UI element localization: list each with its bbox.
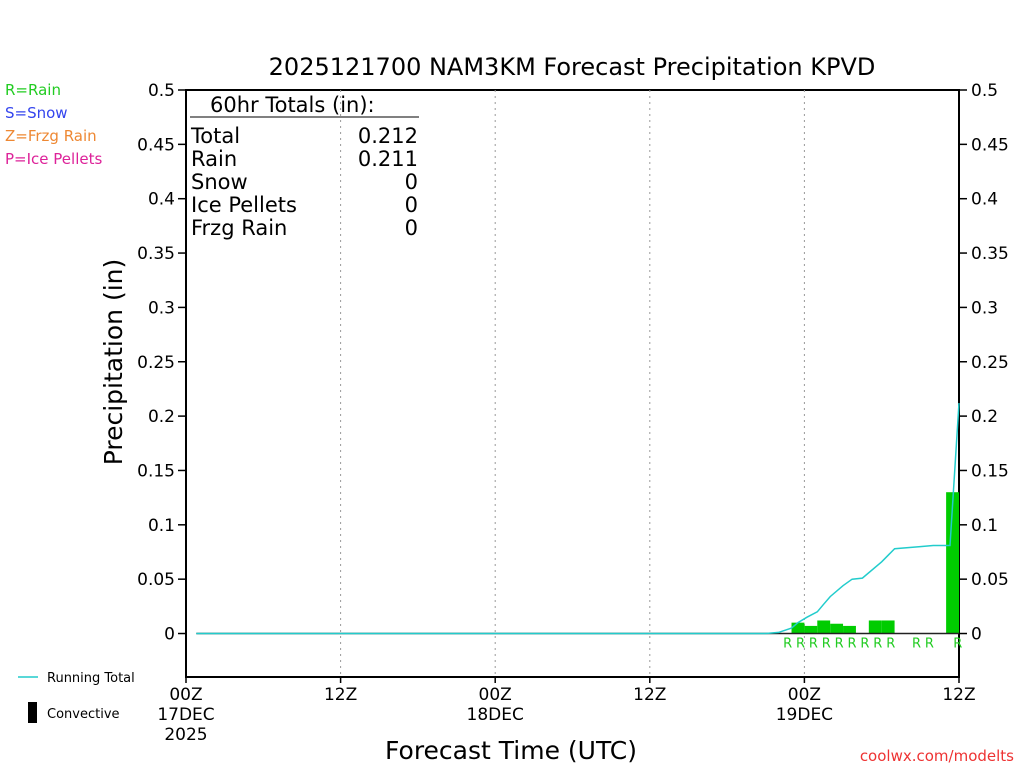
totals-box: 60hr Totals (in): Total 0.212 Rain 0.211 Sno… (190, 93, 419, 240)
precip-bar (817, 620, 831, 634)
y-axis-right: 0 0.05 0.1 0.15 0.2 0.25 0.3 0.35 0.4 0.45 0.5 (959, 81, 1009, 645)
running-total-line (196, 403, 960, 635)
y-axis-title: Precipitation (in) (99, 259, 128, 466)
x-tick-label: 12Z (942, 685, 975, 705)
x-tick-label: 12Z (324, 685, 357, 705)
totals-row-label: Snow (191, 170, 248, 194)
totals-row-value: 0 (405, 216, 418, 240)
x-tick-year: 2025 (164, 725, 207, 745)
ptype-legend-item: P=Ice Pellets (5, 150, 102, 168)
ptype-label: R (796, 637, 805, 652)
totals-row-value: 0.211 (358, 147, 418, 171)
ptype-label: R (835, 637, 844, 652)
totals-row-value: 0 (405, 170, 418, 194)
totals-row-label: Ice Pellets (191, 193, 297, 217)
ptype-label: R (848, 637, 857, 652)
ptype-label: R (953, 637, 962, 652)
x-tick-label: 12Z (633, 685, 666, 705)
precip-bar (791, 622, 805, 634)
y-tick-label-left: 0.2 (148, 407, 175, 427)
x-tick-label: 00Z (479, 685, 512, 705)
precip-bar (804, 625, 818, 634)
y-tick-label-right: 0.45 (971, 135, 1009, 155)
convective-legend-label: Convective (47, 707, 120, 722)
ptype-label: R (873, 637, 882, 652)
chart-title: 2025121700 NAM3KM Forecast Precipitation… (269, 53, 876, 81)
y-tick-label-left: 0 (164, 625, 175, 645)
y-tick-label-right: 0.3 (971, 298, 998, 318)
y-tick-label-left: 0.3 (148, 298, 175, 318)
y-tick-label-right: 0.25 (971, 353, 1009, 373)
totals-header: 60hr Totals (in): (210, 93, 375, 117)
y-tick-label-right: 0.1 (971, 516, 998, 536)
precip-bar (868, 620, 882, 634)
ptype-legend-item: R=Rain (5, 81, 61, 99)
y-tick-label-right: 0 (971, 625, 982, 645)
precip-bars (791, 492, 959, 634)
totals-row-label: Rain (191, 147, 237, 171)
x-axis-title: Forecast Time (UTC) (385, 736, 637, 765)
y-tick-label-left: 0.25 (137, 353, 175, 373)
y-tick-label-right: 0.35 (971, 244, 1009, 264)
y-tick-label-left: 0.15 (137, 461, 175, 481)
ptype-label: R (822, 637, 831, 652)
ptype-legend-item: S=Snow (5, 104, 68, 122)
y-axis-left: 0 0.05 0.1 0.15 0.2 0.25 0.3 0.35 0.4 0.45 0.5 (137, 81, 186, 645)
y-tick-label-right: 0.4 (971, 190, 998, 210)
x-tick-date: 17DEC (157, 705, 214, 725)
x-tick-date: 19DEC (776, 705, 833, 725)
ptype-label: R (809, 637, 818, 652)
y-tick-label-left: 0.4 (148, 190, 175, 210)
ptype-label: R (912, 637, 921, 652)
ptype-label: R (925, 637, 934, 652)
precip-bar (946, 492, 959, 634)
totals-row-label: Total (190, 124, 240, 148)
running-total-legend-label: Running Total (47, 671, 135, 686)
y-tick-label-right: 0.05 (971, 570, 1009, 590)
totals-row-value: 0.212 (358, 124, 418, 148)
y-tick-label-left: 0.1 (148, 516, 175, 536)
precip-bar (830, 623, 844, 634)
totals-row-label: Frzg Rain (191, 216, 287, 240)
y-tick-label-left: 0.05 (137, 570, 175, 590)
ptype-label: R (783, 637, 792, 652)
y-tick-label-left: 0.35 (137, 244, 175, 264)
x-tick-label: 00Z (169, 685, 202, 705)
convective-legend-swatch (28, 702, 37, 723)
y-tick-label-right: 0.5 (971, 81, 998, 101)
y-tick-label-left: 0.45 (137, 135, 175, 155)
totals-row-value: 0 (405, 193, 418, 217)
x-gridlines (340, 90, 805, 677)
x-tick-label: 00Z (788, 685, 821, 705)
ptype-label: R (860, 637, 869, 652)
precip-bar (881, 620, 895, 634)
y-tick-label-right: 0.15 (971, 461, 1009, 481)
ptype-legend-item: Z=Frzg Rain (5, 127, 97, 145)
x-tick-date: 18DEC (467, 705, 524, 725)
y-tick-label-left: 0.5 (148, 81, 175, 101)
precip-type-legend: R=Rain S=Snow Z=Frzg Rain P=Ice Pellets (5, 81, 102, 168)
credit-text: coolwx.com/modelts (860, 747, 1014, 765)
plot-frame (185, 89, 960, 678)
precip-bar (843, 625, 856, 634)
ptype-label: R (886, 637, 895, 652)
y-tick-label-right: 0.2 (971, 407, 998, 427)
